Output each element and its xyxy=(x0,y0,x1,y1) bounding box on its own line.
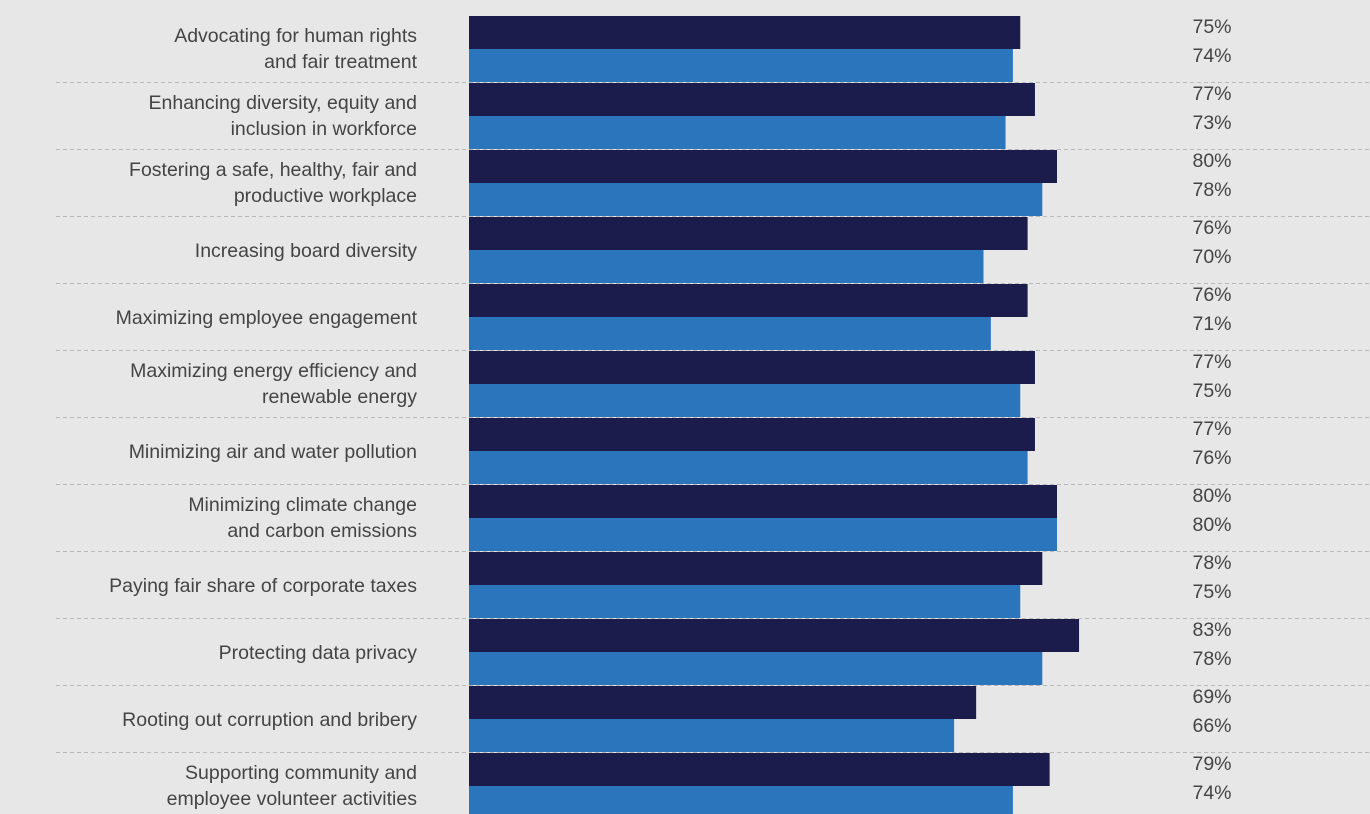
value-label-series-2: 75% xyxy=(1192,380,1231,402)
category-label: Advocating for human rights xyxy=(174,25,417,47)
bar-series-2 xyxy=(469,49,1013,82)
bar-series-1 xyxy=(469,686,977,719)
bar-series-1 xyxy=(469,83,1035,116)
category-labels: Advocating for human rights and fair trea… xyxy=(109,25,417,810)
bar-series-2 xyxy=(469,250,984,283)
bar-series-2 xyxy=(469,116,1006,149)
category-label: Paying fair share of corporate taxes xyxy=(109,575,417,597)
bar-series-2 xyxy=(469,317,991,350)
value-label-series-2: 76% xyxy=(1192,447,1231,469)
row-separators xyxy=(56,82,1370,753)
category-label: Minimizing climate change xyxy=(188,494,417,516)
bar-series-1 xyxy=(469,150,1057,183)
bar-series-2 xyxy=(469,451,1028,484)
value-label-series-2: 70% xyxy=(1192,246,1231,268)
bar-series-1 xyxy=(469,619,1080,652)
category-label: Rooting out corruption and bribery xyxy=(122,709,417,731)
value-label-series-1: 77% xyxy=(1192,351,1231,373)
value-label-series-2: 80% xyxy=(1192,514,1231,536)
category-label: Protecting data privacy xyxy=(219,642,418,664)
category-label: Supporting community and xyxy=(185,762,417,784)
bar-series-1 xyxy=(469,284,1028,317)
category-label: productive workplace xyxy=(234,185,417,207)
value-label-series-2: 74% xyxy=(1192,782,1231,804)
bar-series-1 xyxy=(469,351,1035,384)
value-label-series-2: 74% xyxy=(1192,45,1231,67)
value-label-series-1: 77% xyxy=(1192,83,1231,105)
category-label: Increasing board diversity xyxy=(195,240,417,262)
value-label-series-2: 78% xyxy=(1192,179,1231,201)
bar-series-2 xyxy=(469,585,1021,618)
bar-series-2 xyxy=(469,384,1021,417)
bars xyxy=(469,16,1080,814)
value-label-series-2: 75% xyxy=(1192,581,1231,603)
value-label-series-1: 80% xyxy=(1192,150,1231,172)
category-label: and fair treatment xyxy=(264,51,417,73)
category-label: employee volunteer activities xyxy=(167,788,418,810)
category-label: Minimizing air and water pollution xyxy=(129,441,417,463)
value-label-series-2: 78% xyxy=(1192,648,1231,670)
bar-series-1 xyxy=(469,16,1021,49)
category-label: Enhancing diversity, equity and xyxy=(149,92,417,114)
bar-series-2 xyxy=(469,719,955,752)
value-label-series-2: 66% xyxy=(1192,715,1231,737)
value-label-series-2: 71% xyxy=(1192,313,1231,335)
bar-series-2 xyxy=(469,518,1057,551)
value-label-series-1: 75% xyxy=(1192,16,1231,38)
category-label: Maximizing energy efficiency and xyxy=(130,360,417,382)
value-label-series-1: 79% xyxy=(1192,753,1231,775)
bar-series-1 xyxy=(469,217,1028,250)
category-label: Maximizing employee engagement xyxy=(116,307,418,329)
bar-series-1 xyxy=(469,485,1057,518)
bar-series-2 xyxy=(469,652,1043,685)
value-label-series-1: 80% xyxy=(1192,485,1231,507)
bar-series-1 xyxy=(469,753,1050,786)
category-label: renewable energy xyxy=(262,386,417,408)
value-label-series-1: 78% xyxy=(1192,552,1231,574)
value-label-series-1: 83% xyxy=(1192,619,1231,641)
value-labels: 75% 74% 77% 73% 80% 78% 76% 70% 76% 71% 77% 75% 77% 7… xyxy=(1192,16,1231,804)
value-label-series-2: 73% xyxy=(1192,112,1231,134)
value-label-series-1: 69% xyxy=(1192,686,1231,708)
bar-series-2 xyxy=(469,183,1043,216)
value-label-series-1: 77% xyxy=(1192,418,1231,440)
category-label: inclusion in workforce xyxy=(231,118,417,140)
bar-series-2 xyxy=(469,786,1013,814)
value-label-series-1: 76% xyxy=(1192,217,1231,239)
category-label: and carbon emissions xyxy=(227,520,417,542)
value-label-series-1: 76% xyxy=(1192,284,1231,306)
bar-series-1 xyxy=(469,552,1043,585)
category-label: Fostering a safe, healthy, fair and xyxy=(129,159,417,181)
bar-series-1 xyxy=(469,418,1035,451)
